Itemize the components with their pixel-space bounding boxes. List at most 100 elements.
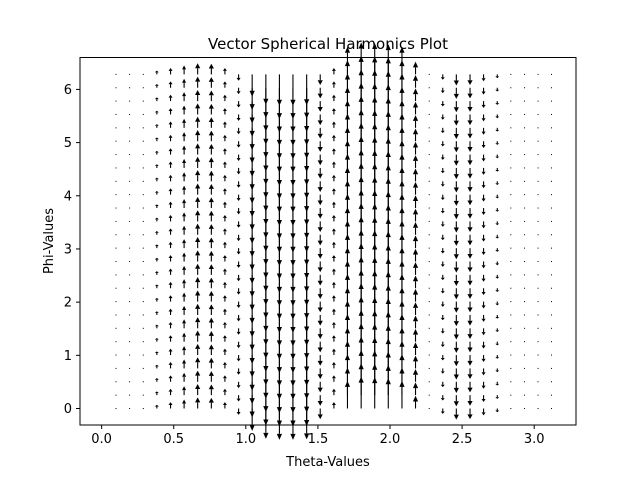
- vector-arrow: [195, 103, 201, 115]
- vector-arrow: [495, 127, 500, 132]
- vector-arrow: [168, 215, 173, 222]
- vector-arrow: [115, 327, 117, 329]
- vector-arrow: [524, 194, 526, 196]
- y-tick-label: 1: [64, 349, 72, 364]
- vector-arrow: [142, 234, 144, 236]
- vector-arrow: [550, 167, 552, 169]
- vector-arrow: [453, 381, 459, 393]
- vector-arrow: [208, 304, 214, 315]
- vector-arrow: [208, 77, 214, 88]
- vector-arrow: [495, 221, 500, 226]
- vector-arrow: [208, 143, 214, 155]
- vector-arrow: [524, 167, 526, 169]
- vector-arrow: [129, 140, 131, 142]
- vector-arrow: [195, 170, 201, 182]
- vector-arrow: [550, 314, 552, 316]
- vector-arrow: [222, 121, 227, 128]
- vector-arrow: [168, 174, 173, 182]
- vector-arrow: [168, 402, 173, 409]
- vector-arrow: [168, 375, 173, 382]
- vector-arrow: [481, 114, 486, 122]
- vector-arrow: [317, 167, 323, 179]
- vector-arrow: [208, 357, 214, 369]
- vector-arrow: [236, 355, 241, 362]
- vector-arrow: [182, 78, 187, 88]
- vector-arrow: [182, 386, 187, 396]
- vector-arrow: [182, 399, 187, 409]
- vector-arrow: [115, 140, 117, 142]
- vector-arrow: [182, 359, 187, 369]
- vector-arrow: [236, 141, 241, 148]
- vector-arrow: [510, 154, 512, 156]
- vector-arrow: [195, 130, 201, 142]
- vector-arrow: [428, 234, 430, 236]
- vector-arrow: [182, 305, 187, 315]
- vector-arrow: [236, 127, 241, 135]
- vector-arrow: [537, 247, 539, 249]
- vector-arrow: [317, 234, 323, 246]
- vector-arrow: [154, 391, 159, 396]
- vector-arrow: [428, 154, 430, 156]
- vector-arrow: [115, 234, 117, 236]
- vector-arrow: [412, 328, 419, 342]
- vector-arrow: [115, 354, 117, 356]
- vector-arrow: [142, 408, 144, 410]
- vector-arrow: [249, 74, 255, 97]
- vector-arrow: [467, 328, 473, 339]
- vector-arrow: [440, 154, 445, 160]
- vector-arrow: [440, 234, 445, 241]
- vector-arrow: [222, 81, 227, 88]
- vector-arrow: [154, 177, 159, 182]
- vector-arrow: [481, 341, 486, 349]
- vector-arrow: [412, 395, 419, 409]
- vector-arrow: [129, 127, 131, 129]
- vector-arrow: [236, 181, 241, 188]
- vector-arrow: [222, 108, 227, 115]
- vector-arrow: [495, 167, 500, 172]
- vector-arrow: [510, 113, 512, 115]
- vector-arrow: [182, 198, 187, 209]
- vector-arrow: [115, 381, 117, 383]
- vector-arrow: [195, 303, 201, 315]
- vector-arrow: [428, 354, 430, 356]
- vector-arrow: [236, 274, 241, 282]
- vector-arrow: [168, 321, 173, 329]
- vector-arrow: [524, 113, 526, 115]
- vector-arrow: [331, 335, 336, 342]
- vector-arrow: [440, 167, 445, 174]
- vector-arrow: [495, 234, 500, 239]
- vector-arrow: [182, 252, 187, 262]
- vector-arrow: [524, 154, 526, 156]
- vector-arrow: [182, 239, 187, 249]
- vector-arrow: [317, 408, 323, 420]
- vector-arrow: [142, 154, 144, 156]
- vector-arrow: [537, 367, 539, 369]
- vector-arrow: [331, 174, 336, 182]
- vector-arrow: [304, 74, 310, 106]
- vector-arrow: [428, 220, 430, 222]
- vector-arrow: [537, 180, 539, 182]
- vector-arrow: [495, 74, 500, 79]
- vector-arrow: [195, 317, 201, 329]
- vector-arrow: [510, 260, 512, 262]
- vector-arrow: [495, 208, 500, 212]
- vector-arrow: [453, 368, 459, 380]
- vector-arrow: [222, 188, 227, 195]
- vector-arrow: [154, 84, 159, 88]
- vector-arrow: [168, 348, 173, 356]
- vector-arrow: [481, 248, 486, 256]
- vector-arrow: [550, 87, 552, 89]
- vector-arrow: [195, 143, 201, 155]
- vector-arrow: [428, 140, 430, 142]
- vector-arrow: [331, 228, 336, 235]
- vector-arrow: [467, 248, 473, 259]
- vector-arrow: [208, 250, 214, 262]
- vector-arrow: [453, 114, 459, 126]
- vector-arrow: [154, 284, 159, 289]
- vector-arrow: [129, 87, 131, 89]
- vector-arrow: [331, 121, 336, 128]
- vector-arrow: [182, 346, 187, 356]
- vector-arrow: [129, 408, 131, 410]
- vector-arrow: [428, 260, 430, 262]
- vector-arrow: [222, 388, 227, 396]
